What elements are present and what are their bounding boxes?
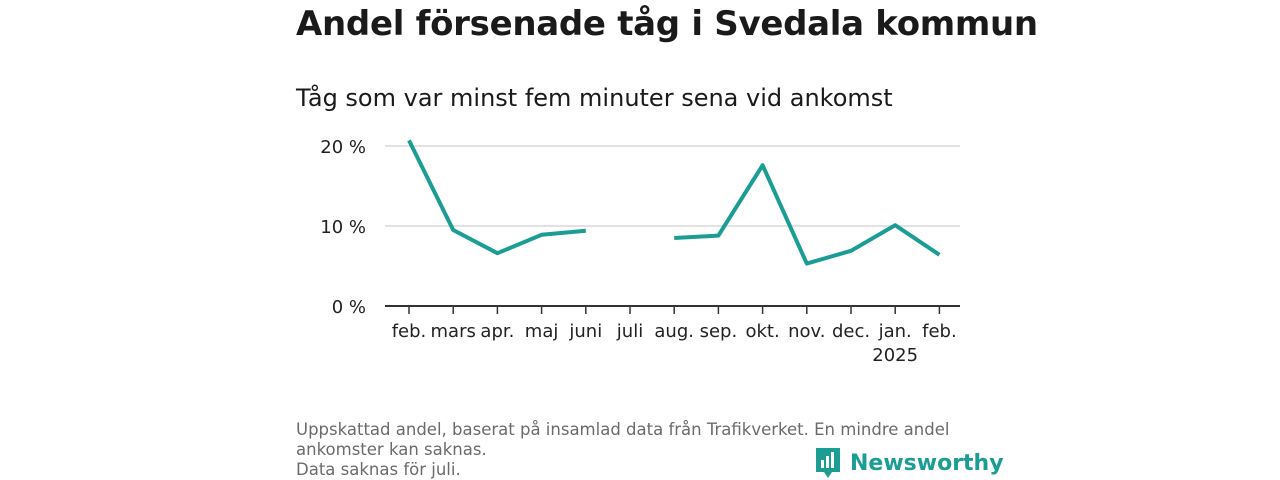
footnote-line-2: ankomster kan saknas. xyxy=(296,440,487,459)
series-line xyxy=(674,163,941,266)
footnote-line-1: Uppskattad andel, baserat på insamlad da… xyxy=(296,420,950,439)
x-tick-sublabel: 2025 xyxy=(872,345,918,366)
footnote-line-3: Data saknas för juli. xyxy=(296,460,461,479)
y-tick-label: 10 % xyxy=(320,217,366,238)
x-tick-label: jan. xyxy=(878,321,912,342)
x-tick-label: sep. xyxy=(700,321,738,342)
x-tick-label: mars xyxy=(431,321,476,342)
line-chart: 0 %10 %20 %feb. mars apr. maj juni juli aug. se… xyxy=(320,137,960,366)
newsworthy-logo-icon xyxy=(816,448,840,478)
chart-footnote: Uppskattad andel, baserat på insamlad da… xyxy=(296,420,986,480)
x-tick-label: apr. xyxy=(480,321,514,342)
newsworthy-logo-text: Newsworthy xyxy=(850,450,1004,476)
y-tick-label: 20 % xyxy=(320,137,366,158)
chart-subtitle: Tåg som var minst fem minuter sena vid a… xyxy=(296,84,893,112)
newsworthy-logo: Newsworthy xyxy=(814,446,1004,480)
x-tick-label: feb. xyxy=(392,321,427,342)
x-tick-label: juli xyxy=(616,321,643,342)
x-tick-label: feb. xyxy=(922,321,957,342)
x-tick-label: dec. xyxy=(832,321,870,342)
x-tick-label: aug. xyxy=(654,321,694,342)
x-tick-label: maj xyxy=(525,321,559,342)
x-tick-label: okt. xyxy=(745,321,779,342)
x-tick-label: juni xyxy=(568,321,602,342)
chart-title: Andel försenade tåg i Svedala kommun xyxy=(296,4,1038,44)
series-line xyxy=(407,139,586,256)
y-tick-label: 0 % xyxy=(332,297,366,318)
x-tick-label: nov. xyxy=(788,321,825,342)
